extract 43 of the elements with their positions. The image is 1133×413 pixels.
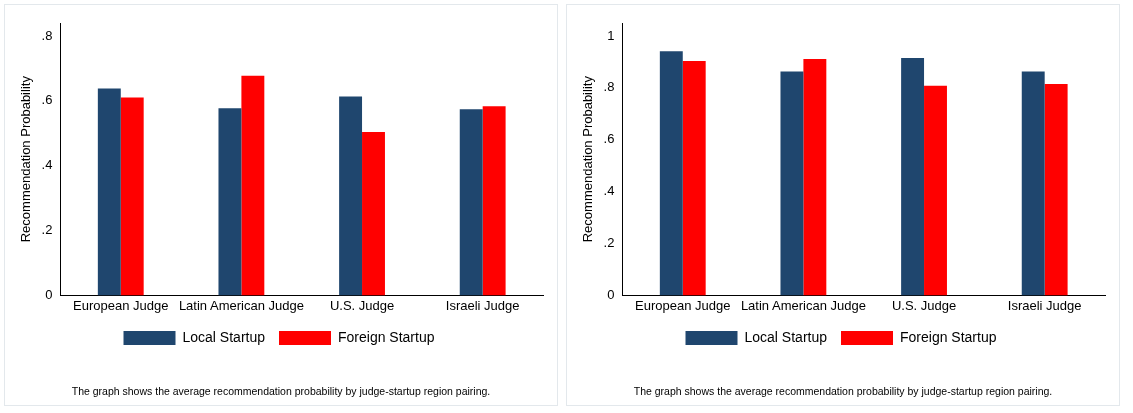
y-axis-title: Recommendation Probability bbox=[18, 75, 34, 243]
text: The graph shows the average recommendation probability by judge-startup region pairing. bbox=[632, 385, 1054, 397]
bar bbox=[241, 75, 265, 296]
bar bbox=[1021, 71, 1045, 296]
bar bbox=[218, 108, 242, 296]
bar bbox=[459, 109, 483, 296]
x-tick-label: U.S. Judge bbox=[891, 297, 957, 313]
x-tick-label: European Judge bbox=[635, 297, 731, 313]
y-tick-label: .4 bbox=[603, 183, 615, 199]
y-tick-label: .4 bbox=[41, 157, 53, 173]
bar bbox=[482, 106, 506, 296]
bar bbox=[924, 85, 947, 296]
bar bbox=[803, 59, 827, 296]
text: The graph shows the average recommendation probability by judge-startup region pairing. bbox=[70, 385, 492, 397]
y-tick-label: 1 bbox=[607, 27, 615, 43]
x-tick-label: Israeli Judge bbox=[1007, 297, 1082, 313]
y-tick-label: .2 bbox=[41, 222, 53, 238]
bar bbox=[97, 88, 121, 296]
y-tick-label: .6 bbox=[41, 92, 53, 108]
bar bbox=[682, 60, 706, 296]
bar bbox=[362, 131, 385, 296]
bar bbox=[659, 51, 683, 296]
legend-label: Foreign Startup bbox=[900, 328, 997, 345]
legend-label: Local Startup bbox=[182, 328, 266, 345]
x-tick-label: Latin American Judge bbox=[740, 297, 866, 313]
legend-label: Local Startup bbox=[744, 328, 828, 345]
bar bbox=[901, 58, 925, 296]
y-tick-label: .6 bbox=[603, 131, 615, 147]
bar bbox=[780, 71, 804, 296]
bar bbox=[1044, 83, 1068, 296]
bar bbox=[339, 96, 363, 296]
y-tick-label: .8 bbox=[41, 27, 53, 43]
legend-label: Foreign Startup bbox=[338, 328, 435, 345]
x-tick-label: European Judge bbox=[73, 297, 169, 313]
y-axis-title: Recommendation Probability bbox=[580, 75, 596, 243]
x-tick-label: Israeli Judge bbox=[445, 297, 520, 313]
y-tick-label: .2 bbox=[603, 235, 615, 251]
x-tick-label: Latin American Judge bbox=[178, 297, 304, 313]
bar bbox=[120, 97, 144, 296]
y-tick-label: 0 bbox=[607, 286, 615, 302]
x-tick-label: U.S. Judge bbox=[329, 297, 395, 313]
y-tick-label: 0 bbox=[45, 286, 53, 302]
y-tick-label: .8 bbox=[603, 79, 615, 95]
